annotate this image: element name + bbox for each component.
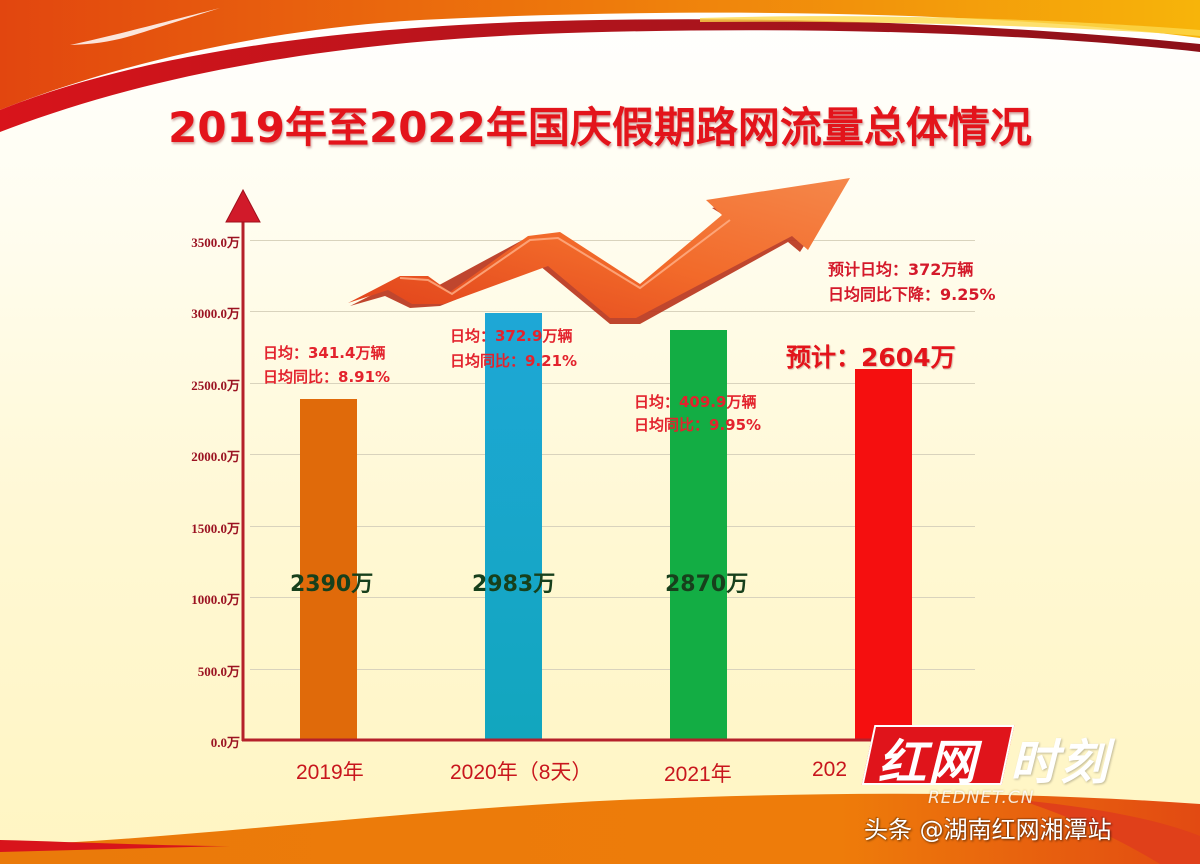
gridline-2500 xyxy=(250,383,975,384)
rednet-logo: 红网 时刻 xyxy=(860,715,1160,795)
value-label-2019: 2390万 xyxy=(290,572,374,597)
value-label-2021: 2870万 xyxy=(665,572,749,597)
annotation-2019-daily-avg: 日均：341.4万辆 xyxy=(263,344,386,362)
chart-title: 2019年至2022年国庆假期路网流量总体情况 xyxy=(168,103,1032,152)
ytick-3500: 3500.0万 xyxy=(191,235,240,250)
ytick-1500: 1500.0万 xyxy=(191,521,240,536)
value-label-2022: 预计：2604万 xyxy=(786,343,956,372)
gridline-1000 xyxy=(250,597,975,598)
ytick-3000: 3000.0万 xyxy=(191,306,240,321)
xlabel-2022: 202 xyxy=(812,758,848,781)
ytick-2000: 2000.0万 xyxy=(191,449,240,464)
value-label-2020: 2983万 xyxy=(472,572,556,597)
bar-2020 xyxy=(485,313,542,740)
logo-domain: REDNET.CN xyxy=(928,788,1035,808)
ytick-0: 0.0万 xyxy=(210,735,240,750)
bar-2021 xyxy=(670,330,727,740)
gridline-1500 xyxy=(250,526,975,527)
annotation-2021-daily-avg: 日均：409.9万辆 xyxy=(634,393,757,411)
bar-2019 xyxy=(300,399,357,740)
annotation-2022-daily-avg: 预计日均：372万辆 xyxy=(828,260,974,279)
xlabel-2020: 2020年（8天） xyxy=(450,761,593,784)
ytick-500: 500.0万 xyxy=(197,664,240,679)
gridline-500 xyxy=(250,669,975,670)
source-watermark: 头条 @湖南红网湘潭站 xyxy=(864,816,1112,844)
bar-2022 xyxy=(855,369,912,740)
ytick-1000: 1000.0万 xyxy=(191,592,240,607)
ytick-2500: 2500.0万 xyxy=(191,378,240,393)
xlabel-2019: 2019年 xyxy=(296,761,364,784)
annotation-2021-yoy: 日均同比：9.95% xyxy=(634,416,762,434)
gridline-3500 xyxy=(250,240,975,241)
xlabel-2021: 2021年 xyxy=(664,763,732,786)
logo-text-white: 时刻 xyxy=(1010,735,1111,791)
annotation-2020-yoy: 日均同比：9.21% xyxy=(450,352,578,370)
annotation-2022-yoy: 日均同比下降：9.25% xyxy=(828,285,996,304)
annotation-2019-yoy: 日均同比：8.91% xyxy=(263,368,391,386)
logo-text-red: 红网 xyxy=(878,735,979,791)
gridline-2000 xyxy=(250,454,975,455)
annotation-2020-daily-avg: 日均：372.9万辆 xyxy=(450,327,573,345)
